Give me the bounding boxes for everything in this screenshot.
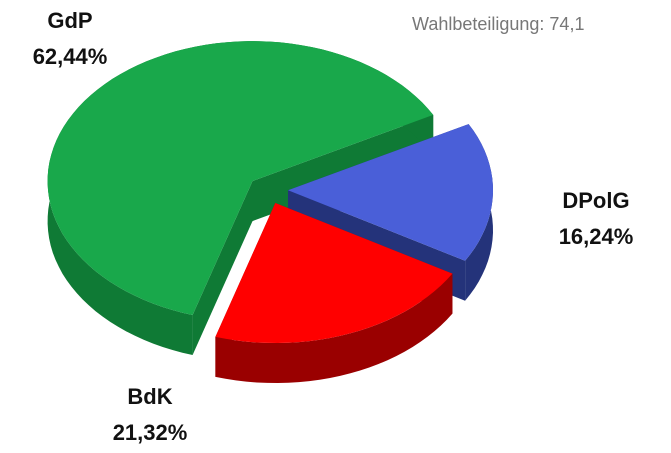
slice-side bbox=[192, 181, 253, 355]
slice-side bbox=[215, 273, 453, 383]
slice-value-label: 16,24% bbox=[559, 224, 634, 249]
slice-value-label: 21,32% bbox=[113, 420, 188, 445]
pie bbox=[47, 41, 493, 383]
slice bbox=[288, 124, 493, 261]
slice bbox=[47, 41, 434, 315]
slice bbox=[215, 203, 453, 343]
annotation: Wahlbeteiligung: 74,1 bbox=[412, 14, 584, 34]
slice-label: GdP bbox=[47, 8, 92, 33]
slice-label: BdK bbox=[127, 384, 172, 409]
slice-label: DPolG bbox=[562, 188, 629, 213]
slice-value-label: 62,44% bbox=[33, 44, 108, 69]
